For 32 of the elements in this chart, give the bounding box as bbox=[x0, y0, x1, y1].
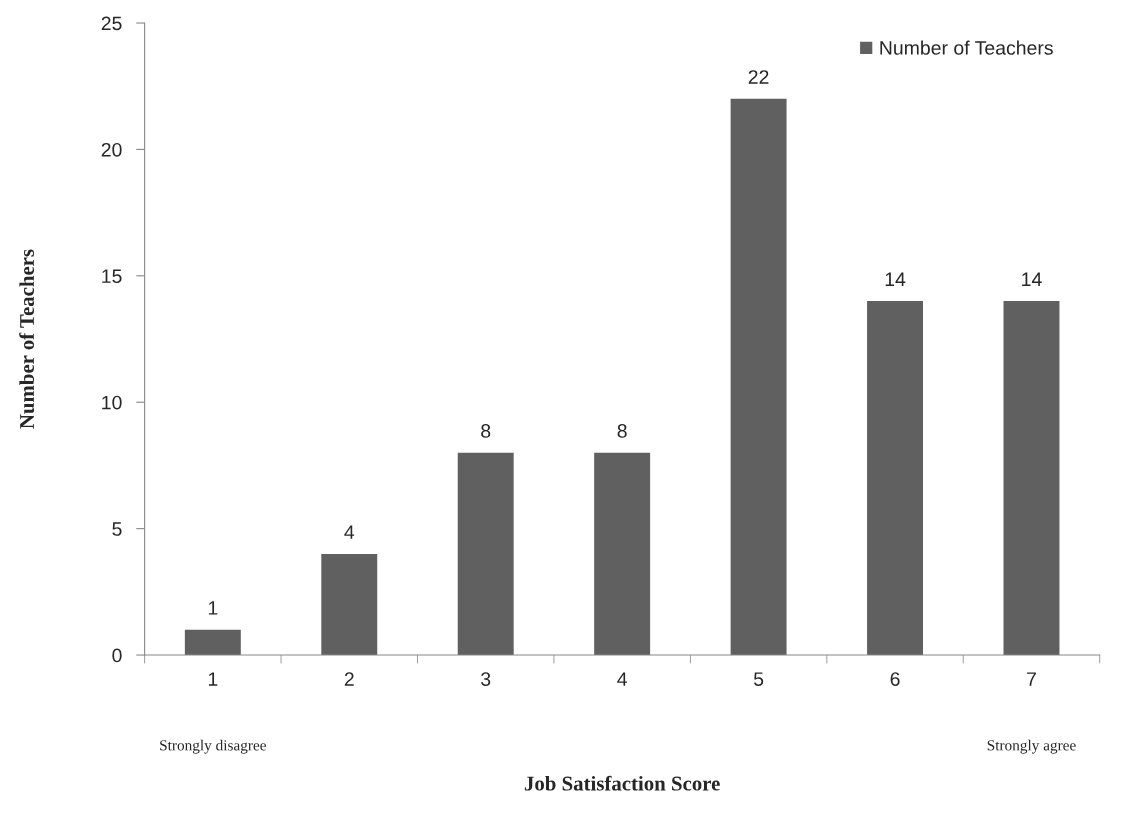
data-label: 14 bbox=[1022, 272, 1042, 286]
y-tick-label: 25 bbox=[101, 16, 122, 31]
bar bbox=[457, 452, 514, 656]
bar bbox=[184, 629, 241, 656]
y-tick-label: 15 bbox=[102, 269, 122, 284]
text: Strongly agree bbox=[987, 739, 1076, 754]
y-tick-label: 0 bbox=[112, 648, 122, 663]
text: Strongly disagree bbox=[160, 739, 266, 754]
data-label: 1 bbox=[208, 601, 218, 615]
y-tick-label: 20 bbox=[101, 142, 122, 157]
x-axis-title: Job Satisfaction Score bbox=[524, 775, 720, 791]
y-tick-label: 5 bbox=[112, 522, 122, 536]
bar bbox=[867, 301, 924, 656]
data-label: 22 bbox=[748, 70, 769, 84]
y-axis-title: Number of Teachers bbox=[19, 249, 35, 429]
bar bbox=[321, 553, 378, 656]
x-tick-label: 3 bbox=[481, 672, 491, 686]
bar bbox=[730, 98, 787, 656]
x-tick-label: 1 bbox=[208, 672, 218, 686]
data-label: 8 bbox=[481, 424, 491, 438]
data-label: 8 bbox=[617, 424, 627, 438]
bar bbox=[594, 452, 651, 656]
legend-label: Number of Teachers bbox=[880, 40, 1053, 55]
data-label: 14 bbox=[885, 272, 906, 286]
bar bbox=[1003, 301, 1060, 656]
x-tick-label: 6 bbox=[890, 672, 900, 686]
x-tick-label: 7 bbox=[1027, 672, 1036, 686]
data-label: 4 bbox=[344, 525, 355, 539]
x-tick-label: 5 bbox=[753, 672, 764, 686]
x-tick-label: 4 bbox=[617, 672, 627, 686]
x-tick-label: 2 bbox=[344, 672, 354, 686]
y-tick-label: 10 bbox=[102, 395, 122, 410]
